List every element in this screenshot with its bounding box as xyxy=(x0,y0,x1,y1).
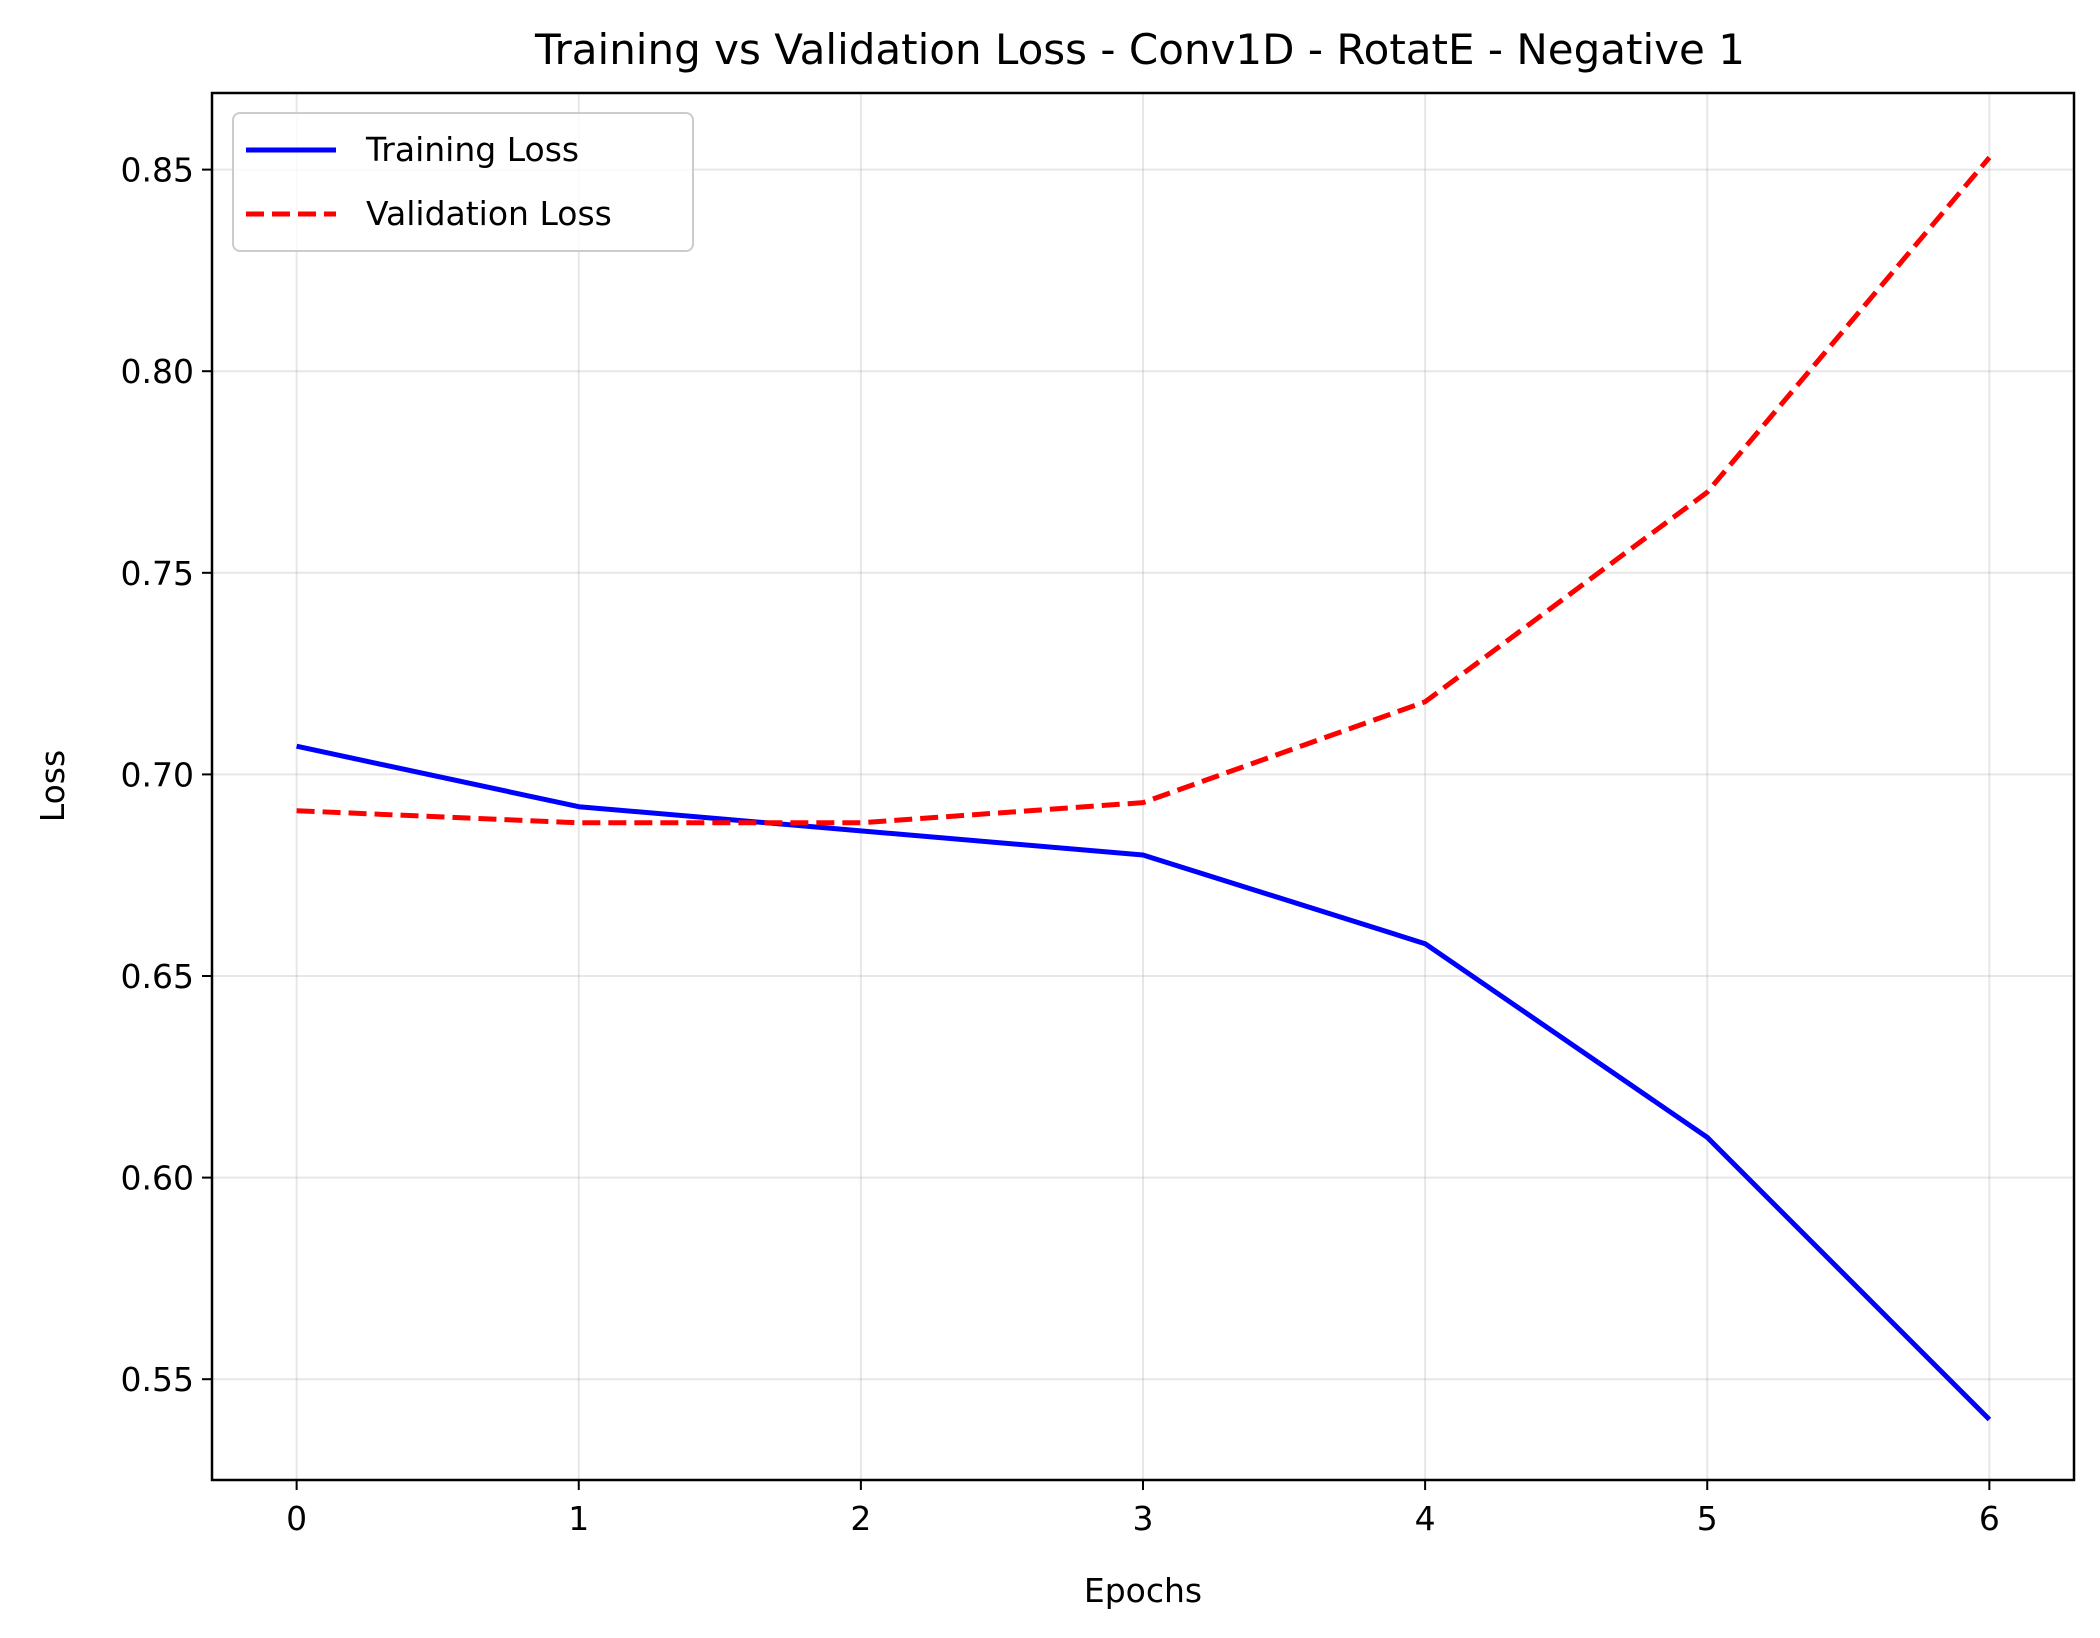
y-axis-ticks: 0.55 0.60 0.65 0.70 0.75 0.80 0.85 xyxy=(121,151,212,1399)
y-tick-label: 0.80 xyxy=(121,352,194,391)
y-tick-label: 0.85 xyxy=(121,151,194,190)
x-tick-label: 2 xyxy=(850,1499,871,1538)
y-tick-label: 0.55 xyxy=(121,1360,194,1399)
x-axis-label: Epochs xyxy=(1084,1571,1202,1610)
legend-box xyxy=(232,112,694,252)
x-axis-ticks: 0 1 2 3 4 5 6 xyxy=(286,1480,2000,1538)
y-tick-label: 0.75 xyxy=(121,554,194,593)
training-loss-line xyxy=(296,743,1992,1422)
y-tick-label: 0.60 xyxy=(121,1159,194,1198)
x-tick-label: 1 xyxy=(568,1499,589,1538)
series-lines xyxy=(296,155,1992,1422)
x-tick-label: 5 xyxy=(1697,1499,1718,1538)
legend-label-validation: Validation Loss xyxy=(366,194,612,233)
legend-label-training: Training Loss xyxy=(365,130,579,169)
validation-loss-line xyxy=(296,155,1992,826)
grid-lines xyxy=(212,93,2074,1480)
x-tick-label: 6 xyxy=(1979,1499,2000,1538)
y-tick-label: 0.65 xyxy=(121,957,194,996)
chart-title: Training vs Validation Loss - Conv1D - R… xyxy=(534,25,1745,74)
y-tick-label: 0.70 xyxy=(121,755,194,794)
y-axis-label: Loss xyxy=(33,750,72,822)
x-tick-label: 3 xyxy=(1133,1499,1154,1538)
legend: Training Loss Validation Loss xyxy=(232,112,694,252)
x-tick-label: 0 xyxy=(286,1499,307,1538)
x-tick-label: 4 xyxy=(1415,1499,1436,1538)
